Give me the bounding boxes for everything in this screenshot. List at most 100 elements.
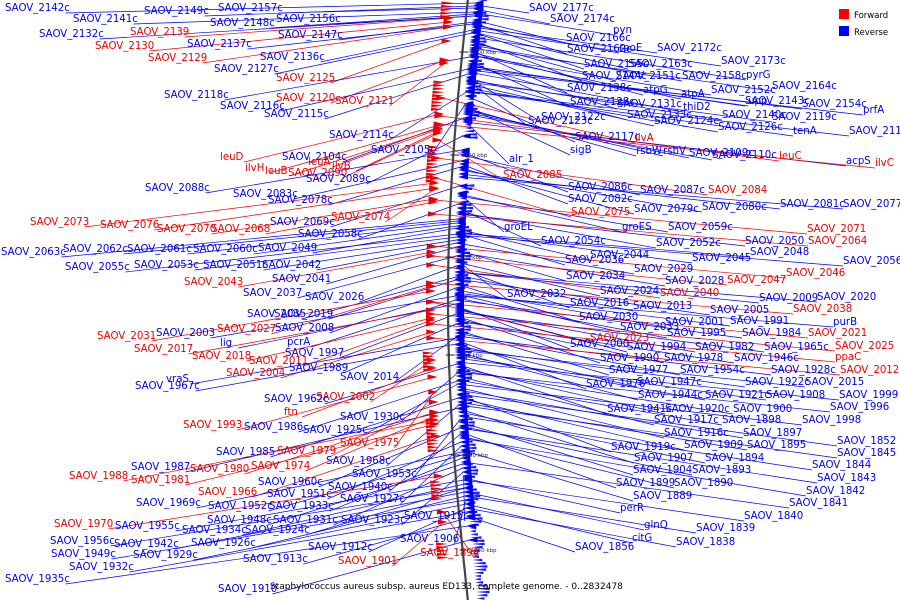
reverse-feature-tick [457, 254, 472, 258]
gene-label-SAOV_1919c: SAOV_1919c [611, 442, 676, 453]
reverse-feature-tick [457, 315, 464, 319]
reverse-feature-tick [464, 126, 472, 130]
gene-label-SAOV_2036: SAOV_2036 [565, 255, 624, 266]
gene-label-SAOV_1991: SAOV_1991 [730, 316, 789, 327]
gene-label-SAOV_1970: SAOV_1970 [54, 519, 113, 530]
gene-leader-SAOV_2050 [457, 213, 746, 247]
forward-legend-label: Forward [854, 11, 888, 21]
gene-label-SAOV_2042: SAOV_2042 [262, 260, 321, 271]
gene-label-SAOV_2121: SAOV_2121 [335, 96, 394, 107]
gene-label-SAOV_2158c: SAOV_2158c [682, 71, 747, 82]
gene-label-SAOV_2045: SAOV_2045 [692, 253, 751, 264]
reverse-feature-tick [457, 270, 465, 274]
reverse-feature-tick [476, 0, 487, 2]
reverse-feature-tick [459, 395, 473, 399]
gene-leader-SAOV_2111c [466, 90, 850, 137]
gene-leader-SAOV_2026 [359, 265, 457, 303]
gene-feature-SAOV_2074 [429, 186, 440, 192]
gene-feature-SAOV_2064 [427, 211, 438, 217]
reverse-feature-tick [457, 350, 472, 354]
reverse-feature-tick [474, 17, 489, 21]
reverse-feature-tick [460, 421, 475, 424]
gene-label-ilvB: ilvB [332, 161, 351, 172]
forward-feature-tick [427, 145, 440, 149]
gene-label-SAOV_2005: SAOV_2005 [710, 305, 769, 316]
reverse-feature-tick [457, 241, 465, 245]
gene-label-SAOV_2085: SAOV_2085 [503, 170, 562, 181]
gene-label-groEL: groEL [504, 222, 533, 233]
reverse-feature-tick [471, 49, 479, 53]
gene-label-leuA: leuA [308, 157, 331, 168]
gene-leader-SAOV_2164c [470, 47, 773, 92]
gene-leader-SAOV_1956c [110, 487, 465, 547]
forward-feature-tick [423, 368, 436, 372]
forward-feature-tick [426, 169, 439, 173]
reverse-feature-tick [467, 88, 482, 91]
gene-label-SAOV_1894: SAOV_1894 [705, 453, 764, 464]
reverse-feature-tick [459, 398, 474, 402]
gene-label-glnQ: glnQ [644, 520, 668, 531]
gene-label-SAOV_2104c: SAOV_2104c [282, 152, 347, 163]
gene-label-SAOV_1907: SAOV_1907 [634, 453, 693, 464]
reverse-feature-tick [470, 533, 478, 536]
gene-leader-SAOV_2003 [210, 295, 457, 339]
reverse-feature-tick [457, 325, 471, 328]
reverse-feature-tick [457, 331, 469, 335]
reverse-feature-tick [460, 414, 470, 418]
gene-label-SAOV_1960c: SAOV_1960c [258, 477, 323, 488]
reverse-feature-tick [465, 485, 474, 488]
gene-leader-SAOV_2011 [303, 319, 433, 367]
gene-label-SAOV_2047: SAOV_2047 [727, 275, 786, 286]
forward-feature-tick [440, 15, 453, 19]
gene-label-ilvH: ilvH [245, 163, 264, 174]
gene-leader-SAOV_1922c [456, 347, 746, 388]
gene-label-SAOV_2137c: SAOV_2137c [187, 39, 252, 50]
reverse-feature-tick [472, 40, 487, 43]
gene-leader-SAOV_1929c [193, 503, 467, 561]
gene-leader-leuA [332, 128, 440, 168]
gene-leader-SAOV_1852 [458, 393, 838, 447]
reverse-feature-tick [460, 190, 469, 194]
forward-feature-tick [437, 552, 450, 556]
reverse-feature-tick [458, 229, 472, 232]
gene-feature-ppaC [426, 321, 437, 327]
gene-leader-SAOV_1856 [467, 515, 576, 553]
gene-label-SAOV_1852: SAOV_1852 [837, 436, 896, 447]
reverse-feature-tick [458, 379, 470, 383]
gene-label-SAOV_2177c: SAOV_2177c [529, 3, 594, 14]
gene-leader-SAOV_2032 [456, 259, 508, 300]
gene-leader-SAOV_1987 [185, 407, 460, 473]
forward-feature-tick [431, 494, 444, 498]
gene-leader-SAOV_2116c [280, 68, 469, 112]
gene-leader-SAOV_1970 [108, 475, 440, 530]
gene-label-SAOV_2070: SAOV_2070 [157, 224, 216, 235]
gene-leader-SAOV_2015 [456, 349, 806, 388]
gene-label-SAOV_1900: SAOV_1900 [733, 404, 792, 415]
gene-leader-SAOV_2063c [61, 218, 458, 258]
gene-leader-SAOV_1949c [111, 499, 466, 560]
gene-feature-SAOV_1842 [458, 435, 469, 441]
gene-label-SAOV_1933c: SAOV_1933c [269, 501, 334, 512]
forward-feature-tick [433, 80, 446, 84]
gene-label-SAOV_2059c: SAOV_2059c [668, 222, 733, 233]
gene-label-SAOV_1940c: SAOV_1940c [328, 482, 393, 493]
gene-label-SAOV_1947c: SAOV_1947c [637, 377, 702, 388]
reverse-feature-tick [457, 289, 464, 293]
reverse-feature-tick [457, 238, 467, 242]
gene-label-SAOV_2152c: SAOV_2152c [711, 85, 776, 96]
gene-leader-SAOV_2173c [472, 29, 722, 67]
gene-leader-SAOV_1975 [394, 391, 435, 449]
forward-feature-tick [430, 107, 443, 111]
gene-leader-rsbV [464, 109, 664, 157]
gene-label-SAOV_1948c: SAOV_1948c [207, 515, 272, 526]
gene-feature-SAOV_1980 [429, 409, 440, 415]
reverse-feature-tick [463, 453, 472, 456]
gene-leader-SAOV_2125 [330, 40, 448, 84]
gene-feature-SAOV_2050 [455, 211, 466, 217]
gene-label-SAOV_2119c: SAOV_2119c [772, 112, 837, 123]
gene-leader-SAOV_2117c [466, 95, 576, 143]
forward-feature-tick [427, 148, 440, 152]
reverse-feature-tick [473, 33, 483, 37]
gene-feature-SAOV_2130 [443, 19, 454, 25]
